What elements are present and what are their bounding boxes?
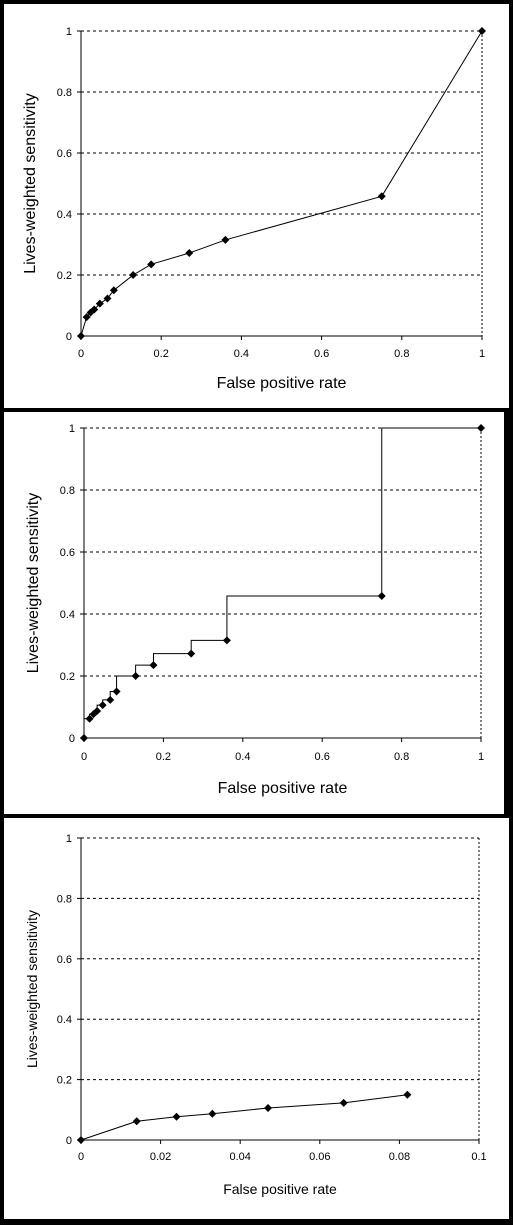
y-tick-label: 0.6 [60, 547, 75, 559]
data-point-marker [187, 649, 196, 658]
data-point-marker [131, 672, 140, 680]
data-point-marker [95, 299, 104, 308]
y-tick-label: 0.2 [60, 671, 75, 683]
data-point-marker [147, 260, 156, 269]
data-point-marker [132, 1117, 141, 1126]
x-tick-label: 1 [479, 348, 485, 360]
data-point-marker [339, 1098, 348, 1107]
data-point-marker [129, 271, 138, 279]
y-tick-label: 1 [66, 26, 72, 38]
y-tick-label: 0 [69, 733, 75, 745]
x-tick-label: 0.4 [235, 751, 250, 763]
y-tick-label: 0.8 [57, 87, 72, 99]
chart-panel-roc: 0 0.2 0.4 0.6 0.8 1 0 0.2 0.4 0.6 0.8 1 False positi… [4, 4, 509, 408]
series-line [80, 1094, 408, 1141]
x-tick-label: 0.08 [389, 1151, 410, 1163]
y-tick-label: 0.2 [57, 1075, 72, 1087]
data-point-marker [403, 1090, 412, 1099]
roc-step-chart: 0 0.2 0.4 0.6 0.8 1 0 0.2 0.4 0.6 0.8 1 False positi… [25, 423, 485, 797]
y-tick-label: 0.4 [57, 209, 72, 221]
roc-zoomed-chart: 0 0.2 0.4 0.6 0.8 1 0 0.02 0.04 0.06 0.08 0.1 False … [24, 833, 487, 1197]
chart-panel-roc-zoomed: 0 0.2 0.4 0.6 0.8 1 0 0.02 0.04 0.06 0.08 0.1 False … [4, 818, 509, 1219]
data-point-marker [208, 1109, 217, 1118]
data-point-marker [90, 305, 99, 314]
data-point-marker [264, 1103, 273, 1112]
series-line [80, 30, 483, 337]
x-tick-label: 0.04 [229, 1151, 250, 1163]
data-point-marker [109, 286, 118, 295]
x-tick-label: 0.06 [309, 1151, 330, 1163]
x-tick-label: 0.8 [394, 751, 409, 763]
x-tick-label: 0.6 [314, 348, 329, 360]
data-point-marker [98, 701, 107, 710]
y-tick-label: 0 [66, 331, 72, 343]
chart-panel-roc-step: 0 0.2 0.4 0.6 0.8 1 0 0.2 0.4 0.6 0.8 1 False positi… [4, 412, 504, 814]
y-tick-label: 0.6 [57, 954, 72, 966]
y-tick-label: 0.2 [57, 270, 72, 282]
y-tick-label: 0.8 [60, 485, 75, 497]
roc-chart: 0 0.2 0.4 0.6 0.8 1 0 0.2 0.4 0.6 0.8 1 False positi… [22, 26, 486, 392]
x-tick-label: 0.8 [394, 348, 409, 360]
x-tick-label: 0 [78, 348, 84, 360]
series-line [83, 427, 481, 738]
x-tick-label: 0.2 [156, 751, 171, 763]
x-tick-label: 0.1 [471, 1151, 486, 1163]
y-axis-title: Lives-weighted sensitivity [22, 93, 39, 274]
data-point-marker [185, 249, 194, 258]
data-point-marker [478, 27, 486, 35]
y-tick-label: 0 [66, 1135, 72, 1147]
data-point-marker [80, 734, 88, 742]
data-point-marker [82, 313, 91, 322]
data-point-marker [85, 714, 94, 723]
x-axis-title: False positive rate [217, 375, 347, 392]
y-axis-title: Lives-weighted sensitivity [24, 910, 40, 1068]
data-point-marker [106, 695, 115, 704]
y-tick-label: 0.8 [57, 893, 72, 905]
data-point-marker [149, 661, 158, 670]
data-point-marker [112, 687, 121, 696]
x-tick-label: 1 [478, 751, 484, 763]
x-axis-title: False positive rate [218, 780, 348, 797]
data-point-marker [77, 332, 85, 340]
data-point-marker [172, 1112, 181, 1121]
data-point-marker [377, 192, 386, 201]
data-point-marker [222, 636, 231, 645]
x-tick-label: 0 [78, 1151, 84, 1163]
y-tick-label: 0.4 [57, 1014, 72, 1026]
x-tick-label: 0.4 [234, 348, 249, 360]
data-point-marker [377, 592, 386, 601]
y-tick-label: 1 [66, 833, 72, 845]
x-tick-label: 0.6 [315, 751, 330, 763]
y-axis-title: Lives-weighted sensitivity [25, 493, 42, 674]
data-point-marker [221, 235, 230, 244]
y-tick-label: 0.4 [60, 609, 75, 621]
x-tick-label: 0.2 [154, 348, 169, 360]
data-point-marker [103, 294, 112, 303]
x-axis-title: False positive rate [223, 1181, 337, 1197]
data-point-marker [93, 707, 102, 716]
data-point-marker [77, 1136, 85, 1144]
x-tick-label: 0.02 [150, 1151, 171, 1163]
x-tick-label: 0 [81, 751, 87, 763]
data-point-marker [477, 424, 485, 432]
y-tick-label: 0.6 [57, 148, 72, 160]
y-tick-label: 1 [69, 423, 75, 435]
